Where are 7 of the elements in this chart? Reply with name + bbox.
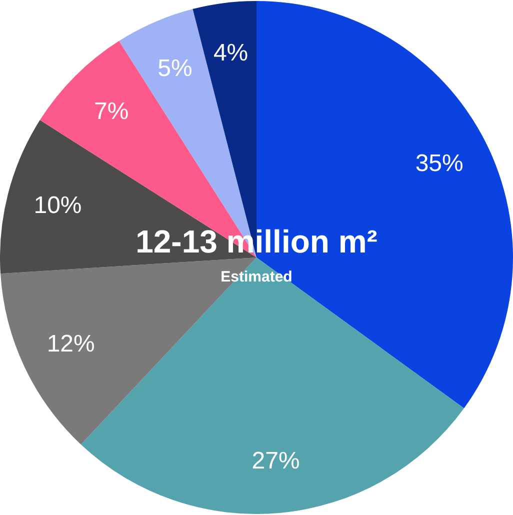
data-label: 5% — [158, 54, 192, 82]
data-label: 10% — [34, 192, 82, 220]
data-label: 4% — [213, 40, 248, 67]
data-label: 27% — [252, 447, 300, 474]
data-label: 7% — [94, 98, 129, 126]
data-label: 35% — [415, 150, 464, 177]
data-label: 12% — [46, 330, 95, 358]
